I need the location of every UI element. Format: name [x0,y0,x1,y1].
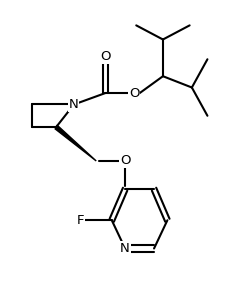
Text: N: N [69,98,79,111]
Text: O: O [119,154,130,167]
Text: O: O [99,50,110,63]
Text: F: F [76,214,84,227]
Polygon shape [55,125,96,161]
Text: O: O [128,87,139,100]
Text: N: N [120,242,129,255]
